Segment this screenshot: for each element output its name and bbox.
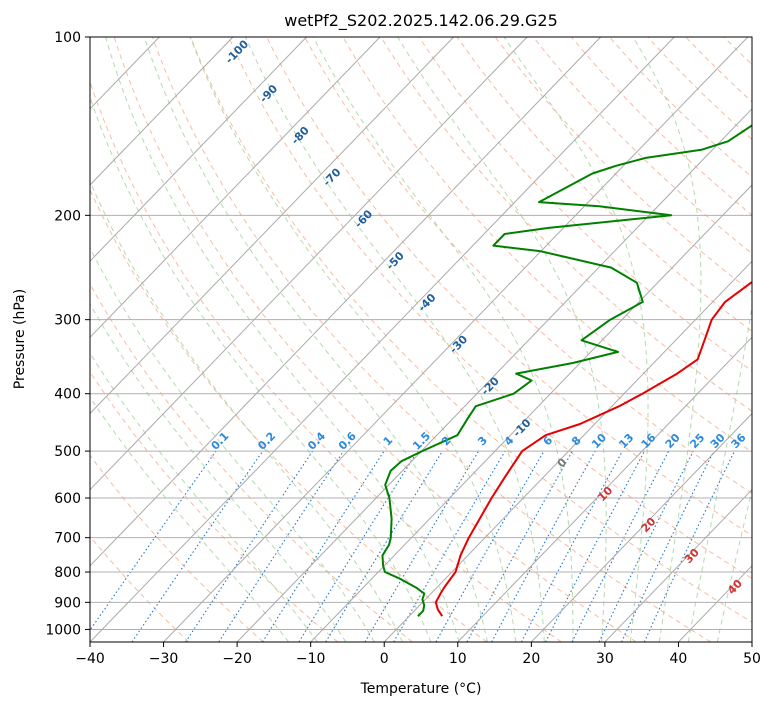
moist-adiabat-line [90, 180, 404, 642]
x-tick-label: 20 [522, 651, 540, 667]
dry-adiabat-line [571, 37, 752, 216]
dry-adiabat-line [151, 37, 712, 642]
moist-adiabat-line [90, 95, 432, 642]
mixing-ratio-line [325, 450, 443, 642]
isotherm-gridline [310, 184, 752, 642]
x-tick-label: 50 [743, 651, 761, 667]
moist-adiabat-line [90, 396, 290, 642]
dry-adiabat-line [266, 37, 752, 537]
dry-adiabat-line [90, 188, 488, 642]
moist-adiabat-line [312, 37, 574, 642]
x-tick-label: −30 [149, 651, 179, 667]
dry-adiabat-line [90, 80, 562, 642]
x-axis-label: Temperature (°C) [360, 681, 482, 697]
y-tick-label: 600 [54, 491, 81, 507]
y-tick-label: 800 [54, 565, 81, 581]
mixing-ratio-line [90, 450, 217, 632]
x-tick-label: −10 [296, 651, 326, 667]
y-tick-label: 700 [54, 531, 81, 547]
x-axis: −40 −30 −20 −10 0 10 20 30 40 50 [75, 642, 761, 667]
moist-adiabat-line [90, 303, 347, 642]
dry-adiabat-line [90, 283, 413, 642]
moist-adiabat-line [90, 352, 318, 642]
mixing-ratio-line [218, 450, 344, 642]
isotherm-gridline [90, 37, 528, 491]
y-tick-label: 500 [54, 444, 81, 460]
y-tick-label: 1000 [45, 622, 81, 638]
isotherm-gridline [457, 336, 752, 642]
isotherm-gridline [90, 37, 602, 567]
x-tick-label: 30 [596, 651, 614, 667]
x-tick-label: 0 [380, 651, 389, 667]
dry-adiabat-line [90, 535, 190, 642]
isotherm-gridline [90, 37, 675, 642]
chart-title: wetPf2_S202.2025.142.06.29.G25 [284, 11, 558, 31]
isotherm-gridline [236, 108, 752, 642]
x-tick-label: −20 [222, 651, 252, 667]
dry-adiabat-line [228, 37, 752, 580]
isotherm-gridline [163, 37, 749, 642]
mixing-ratio-line [435, 450, 545, 642]
mixing-ratio-line [466, 450, 573, 642]
dry-adiabat-line [342, 37, 752, 453]
moist-adiabat-line [397, 37, 607, 642]
x-tick-label: 10 [449, 651, 467, 667]
isotherm-gridline [90, 37, 234, 186]
profile-lines [381, 124, 752, 617]
isotherm-gridline [90, 37, 307, 262]
moist-adiabat-line [245, 37, 545, 642]
mixing-ratio-line [571, 450, 670, 642]
dry-adiabat-line [456, 37, 752, 332]
dry-adiabat-line [532, 37, 752, 255]
dry-adiabat-line [380, 37, 752, 412]
x-tick-label: 40 [670, 651, 688, 667]
isotherm-gridline [90, 37, 454, 415]
isotherm-gridline [383, 260, 752, 642]
dry-adiabat-line [609, 37, 752, 178]
dry-adiabat-line [418, 37, 752, 372]
dry-adiabat-line [90, 454, 264, 642]
moist-adiabat-line [687, 303, 752, 642]
mixing-ratio-line [185, 450, 314, 642]
x-tick-label: −40 [75, 651, 105, 667]
y-tick-label: 100 [54, 30, 81, 46]
y-tick-label: 900 [54, 595, 81, 611]
y-tick-label: 200 [54, 208, 81, 224]
mixing-ratio-line [262, 450, 385, 642]
mixing-ratio-line [598, 450, 694, 642]
dewpoint-profile-line [381, 124, 752, 617]
moist-adiabat-line [632, 37, 702, 642]
background-lines [90, 37, 752, 642]
moist-adiabat-line [143, 37, 488, 642]
moist-adiabat-line [90, 246, 375, 642]
dry-adiabat-line [304, 37, 752, 495]
isotherm-gridline [90, 37, 381, 339]
plot-frame [89, 36, 753, 643]
y-tick-label: 400 [54, 387, 81, 403]
isotherm-gridline [604, 488, 752, 642]
mixing-ratio-line [131, 450, 264, 642]
grid-lines [90, 37, 752, 642]
dry-adiabat-line [113, 37, 637, 642]
isotherm-gridline [530, 412, 752, 642]
y-axis-label: Pressure (hPa) [12, 289, 28, 389]
moist-adiabat-line [105, 37, 460, 642]
dry-adiabat-line [647, 37, 752, 141]
y-axis: 100 200 300 400 500 600 700 800 900 1000 [45, 30, 90, 638]
temperature-profile-line [434, 281, 752, 617]
y-tick-label: 300 [54, 313, 81, 329]
